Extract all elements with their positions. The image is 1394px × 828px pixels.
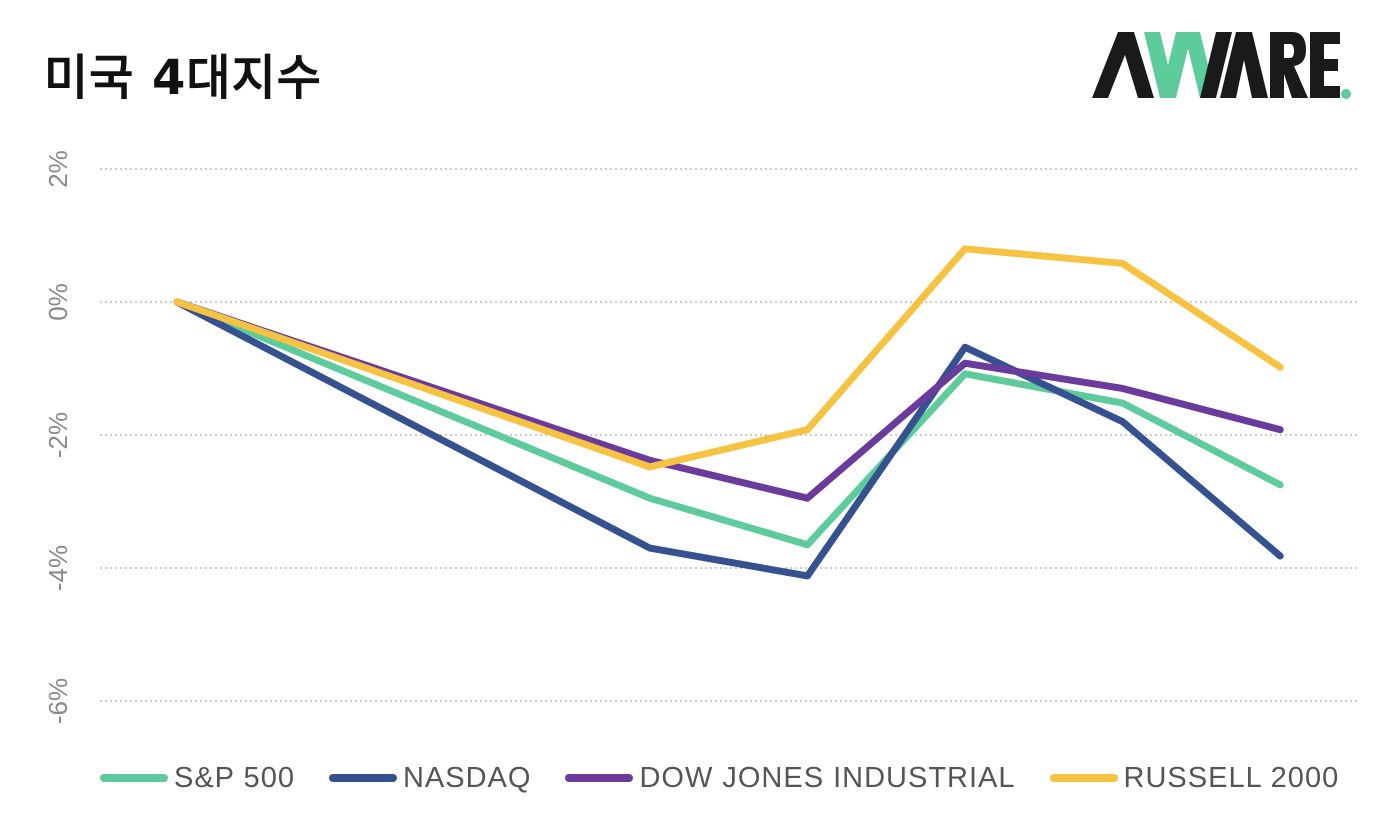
legend-label: NASDAQ xyxy=(402,761,532,794)
logo-dot xyxy=(1341,89,1351,99)
legend-swatch xyxy=(1049,774,1118,782)
series-line-russell-2000 xyxy=(173,245,1284,471)
series-lines xyxy=(173,245,1284,580)
legend: S&P 500 NASDAQ DOW JONES INDUSTRIAL RUSSELL… xyxy=(100,758,1373,798)
legend-swatch xyxy=(565,774,634,782)
y-tick-label: -6% xyxy=(43,678,73,724)
series-line-s-p-500 xyxy=(173,298,1284,549)
legend-item: RUSSELL 2000 xyxy=(1049,761,1340,795)
series-line-dow-jones-industrial xyxy=(173,298,1284,502)
y-tick-label: 0% xyxy=(43,283,73,321)
y-tick-label: 2% xyxy=(43,150,73,188)
legend-swatch xyxy=(328,774,397,782)
line-chart: 2% 0% -2% -4% -6% xyxy=(43,150,1358,724)
y-tick-label: -2% xyxy=(43,412,73,458)
y-tick-labels: 2% 0% -2% -4% -6% xyxy=(43,150,73,724)
logo-mark xyxy=(1092,32,1351,99)
legend-item: S&P 500 xyxy=(100,762,295,795)
legend-swatch xyxy=(100,774,168,782)
legend-item: NASDAQ xyxy=(328,761,532,795)
page-title: 미국 4대지수 xyxy=(44,50,322,106)
legend-item: DOW JONES INDUSTRIAL xyxy=(565,762,1015,795)
legend-label: S&P 500 xyxy=(174,761,295,794)
legend-label: DOW JONES INDUSTRIAL xyxy=(639,761,1016,794)
legend-label: RUSSELL 2000 xyxy=(1123,761,1340,794)
aware-logo xyxy=(1092,32,1351,99)
grid-lines xyxy=(100,168,1358,702)
y-tick-label: -4% xyxy=(43,545,73,591)
series-line-nasdaq xyxy=(173,298,1284,580)
